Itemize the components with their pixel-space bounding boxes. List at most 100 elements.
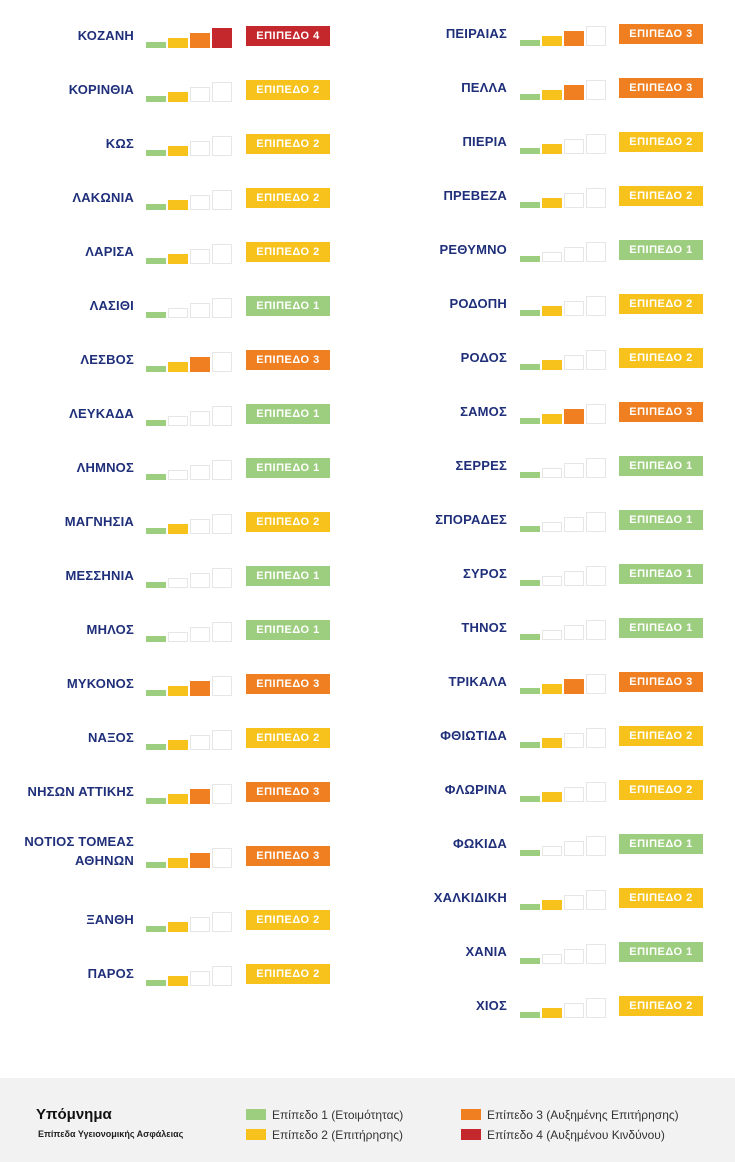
region-row: ΛΑΚΩΝΙΑ ΕΠΙΠΕΔΟ 2 [0,186,367,236]
level-bar-4 [212,352,232,372]
legend-swatch-level2 [246,1129,266,1140]
level-indicator [146,240,236,264]
level-bar-1 [520,310,540,316]
level-indicator [520,994,610,1018]
level-bar-2 [542,792,562,802]
level-bar-1 [146,980,166,986]
region-row: ΝΗΣΩΝ ΑΤΤΙΚΗΣ ΕΠΙΠΕΔΟ 3 [0,780,367,830]
region-row: ΤΗΝΟΣ ΕΠΙΠΕΔΟ 1 [368,616,735,666]
level-badge: ΕΠΙΠΕΔΟ 2 [619,996,703,1016]
level-badge: ΕΠΙΠΕΔΟ 1 [619,240,703,260]
region-name: ΧΙΟΣ [476,998,507,1013]
level-bar-3 [564,625,584,640]
region-name: ΧΑΛΚΙΔΙΚΗ [433,890,507,905]
level-badge: ΕΠΙΠΕΔΟ 3 [246,846,330,866]
level-bar-2 [542,522,562,532]
level-indicator [520,940,610,964]
region-name: ΚΟΖΑΝΗ [77,28,134,43]
region-name: ΠΑΡΟΣ [87,966,134,981]
region-row: ΠΕΛΛΑ ΕΠΙΠΕΔΟ 3 [368,76,735,126]
level-bar-2 [542,252,562,262]
level-bar-4 [212,730,232,750]
region-row: ΜΑΓΝΗΣΙΑ ΕΠΙΠΕΔΟ 2 [0,510,367,560]
region-name: ΣΥΡΟΣ [462,566,507,581]
level-bar-3 [564,733,584,748]
level-badge: ΕΠΙΠΕΔΟ 1 [619,942,703,962]
level-bar-3 [564,679,584,694]
level-bar-2 [168,308,188,318]
region-row: ΛΕΣΒΟΣ ΕΠΙΠΕΔΟ 3 [0,348,367,398]
level-badge: ΕΠΙΠΕΔΟ 2 [246,80,330,100]
level-bar-3 [190,971,210,986]
legend-item-level3: Επίπεδο 3 (Αυξημένης Επιτήρησης) [461,1108,679,1122]
region-row: ΦΘΙΩΤΙΔΑ ΕΠΙΠΕΔΟ 2 [368,724,735,774]
level-bar-1 [520,94,540,100]
level-bar-3 [564,517,584,532]
level-bar-2 [168,200,188,210]
level-badge: ΕΠΙΠΕΔΟ 2 [619,132,703,152]
region-name: ΦΩΚΙΔΑ [452,836,507,851]
level-bar-2 [168,362,188,372]
level-bar-4 [586,890,606,910]
region-name: ΠΙΕΡΙΑ [462,134,507,149]
level-bar-1 [146,258,166,264]
level-badge: ΕΠΙΠΕΔΟ 1 [619,510,703,530]
region-row: ΧΑΛΚΙΔΙΚΗ ΕΠΙΠΕΔΟ 2 [368,886,735,936]
level-bar-1 [146,636,166,642]
legend-swatch-level1 [246,1109,266,1120]
region-name: ΛΑΚΩΝΙΑ [72,190,134,205]
level-bar-4 [212,28,232,48]
level-badge: ΕΠΙΠΕΔΟ 2 [246,188,330,208]
legend-label-level3: Επίπεδο 3 (Αυξημένης Επιτήρησης) [487,1108,679,1122]
level-badge: ΕΠΙΠΕΔΟ 2 [619,294,703,314]
level-bar-3 [564,31,584,46]
region-row: ΞΑΝΘΗ ΕΠΙΠΕΔΟ 2 [0,908,367,958]
level-bar-1 [146,528,166,534]
region-name: ΠΕΛΛΑ [461,80,507,95]
region-row: ΛΑΣΙΘΙ ΕΠΙΠΕΔΟ 1 [0,294,367,344]
level-badge: ΕΠΙΠΕΔΟ 3 [246,782,330,802]
region-row: ΚΟΡΙΝΘΙΑ ΕΠΙΠΕΔΟ 2 [0,78,367,128]
level-badge: ΕΠΙΠΕΔΟ 2 [619,780,703,800]
level-indicator [146,844,236,868]
level-bar-1 [146,96,166,102]
level-bar-1 [146,744,166,750]
level-badge: ΕΠΙΠΕΔΟ 2 [246,964,330,984]
level-bar-1 [146,926,166,932]
level-bar-2 [542,90,562,100]
level-bar-4 [212,966,232,986]
legend-label-level2: Επίπεδο 2 (Επιτήρησης) [272,1128,403,1142]
level-bar-1 [520,472,540,478]
level-bar-4 [586,26,606,46]
level-bar-1 [520,796,540,802]
level-indicator [146,780,236,804]
level-bar-4 [586,566,606,586]
level-badge: ΕΠΙΠΕΔΟ 4 [246,26,330,46]
level-bar-4 [586,458,606,478]
level-bar-1 [520,958,540,964]
level-badge: ΕΠΙΠΕΔΟ 3 [246,350,330,370]
region-name: ΦΘΙΩΤΙΔΑ [440,728,507,743]
level-indicator [146,78,236,102]
legend-swatch-level3 [461,1109,481,1120]
level-bar-3 [190,917,210,932]
level-bar-1 [146,798,166,804]
level-bar-3 [190,249,210,264]
level-bar-2 [542,468,562,478]
level-indicator [520,886,610,910]
level-indicator [520,76,610,100]
level-bar-3 [190,303,210,318]
level-bar-1 [520,148,540,154]
level-bar-2 [168,254,188,264]
level-bar-2 [542,144,562,154]
region-name: ΛΑΣΙΘΙ [89,298,134,313]
level-badge: ΕΠΙΠΕΔΟ 1 [246,620,330,640]
level-indicator [520,22,610,46]
level-bar-3 [190,411,210,426]
legend-label-level4: Επίπεδο 4 (Αυξημένου Κινδύνου) [487,1128,665,1142]
region-name: ΠΡΕΒΕΖΑ [443,188,507,203]
level-bar-3 [564,787,584,802]
level-bar-4 [586,944,606,964]
level-bar-4 [212,676,232,696]
region-name: ΛΑΡΙΣΑ [85,244,134,259]
